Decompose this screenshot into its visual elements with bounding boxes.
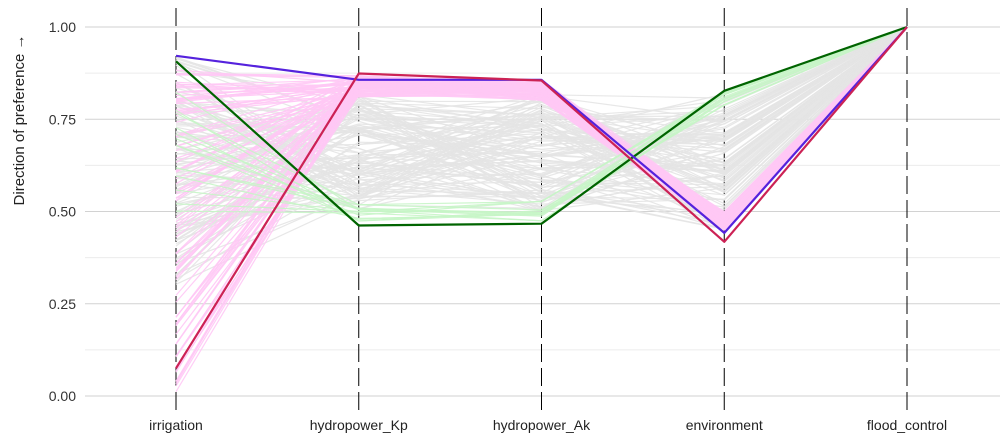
background-line xyxy=(175,26,908,273)
background-line xyxy=(175,26,908,358)
y-axis-title: Direction of preference → xyxy=(11,35,28,206)
background-line xyxy=(175,26,908,219)
background-line xyxy=(175,26,908,220)
x-category-label: hydropower_Kp xyxy=(310,417,408,433)
background-line xyxy=(175,26,908,284)
background-line xyxy=(175,26,908,204)
background-line xyxy=(175,26,908,200)
y-tick-label: 0.50 xyxy=(49,204,76,220)
background-line xyxy=(175,26,908,241)
background-line xyxy=(175,26,908,235)
background-line xyxy=(175,26,908,211)
y-tick-label: 0.75 xyxy=(49,111,76,127)
x-category-label: environment xyxy=(686,417,763,433)
background-line xyxy=(175,26,908,159)
background-line xyxy=(175,26,908,270)
highlighted-lines xyxy=(175,25,908,369)
background-line xyxy=(175,26,908,216)
x-category-label: flood_control xyxy=(867,417,947,433)
labels: 0.00 0.25 0.50 0.75 1.00 irrigation hydropower… xyxy=(49,19,947,433)
y-tick-label: 0.00 xyxy=(49,388,76,404)
background-line xyxy=(175,26,908,229)
x-category-label: irrigation xyxy=(149,417,203,433)
x-category-label: hydropower_Ak xyxy=(493,417,591,433)
background-line xyxy=(175,26,908,233)
y-tick-label: 0.25 xyxy=(49,296,76,312)
highlighted-line xyxy=(175,26,908,369)
background-line xyxy=(175,26,908,217)
y-tick-label: 1.00 xyxy=(49,19,76,35)
